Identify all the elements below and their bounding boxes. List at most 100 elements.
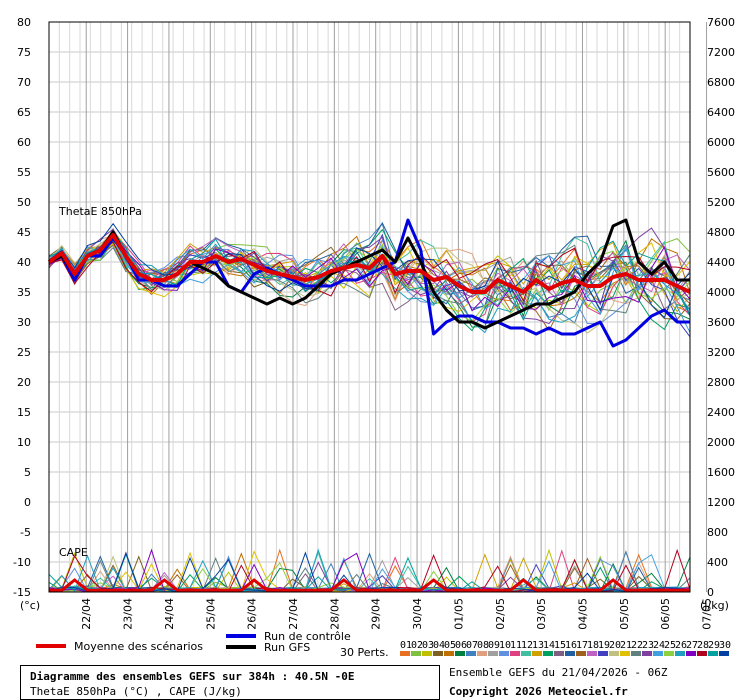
perturbation-id-label: 25 xyxy=(664,640,676,651)
x-tick-label: 26/04 xyxy=(246,598,259,630)
y-right-tick-label: 4400 xyxy=(707,256,735,269)
y-left-tick-label: -5 xyxy=(20,526,31,539)
perturbation-id-label: 05 xyxy=(444,640,456,651)
perturbation-swatch xyxy=(499,651,509,656)
axes: -15 0 -10 400 -5 800 0 1200 5 1600 10 2000 15 2400 20 2… xyxy=(13,16,735,630)
perturbation-swatch xyxy=(488,651,498,656)
y-right-tick-label: 7600 xyxy=(707,16,735,29)
y-left-tick-label: 60 xyxy=(17,136,31,149)
y-right-tick-label: 2400 xyxy=(707,406,735,419)
y-left-tick-label: 5 xyxy=(24,466,31,479)
info-subtitle: ThetaE 850hPa (°C) , CAPE (J/kg) xyxy=(30,685,242,698)
legend-gfs-label: Run GFS xyxy=(264,641,310,654)
y-right-tick-label: 400 xyxy=(707,556,728,569)
perturbation-swatch xyxy=(466,651,476,656)
perturbation-id-label: 04 xyxy=(433,640,445,651)
perturbation-swatch xyxy=(543,651,553,656)
y-right-tick-label: 6400 xyxy=(707,106,735,119)
perturbation-legend: 0102030405060708091011121314151617181920… xyxy=(400,640,731,656)
perturbation-id-label: 14 xyxy=(543,640,555,651)
y-right-tick-label: 6000 xyxy=(707,136,735,149)
perturbation-id-label: 10 xyxy=(499,640,511,651)
perturbation-swatch xyxy=(455,651,465,656)
perturbation-id-label: 08 xyxy=(477,640,489,651)
legend-control-label: Run de contrôle xyxy=(264,630,351,643)
x-tick-label: 01/05 xyxy=(452,598,465,630)
grid xyxy=(48,21,708,593)
x-tick-label: 27/04 xyxy=(287,598,300,630)
perturbation-swatch xyxy=(609,651,619,656)
x-tick-label: 23/04 xyxy=(122,598,135,630)
perturbation-id-label: 20 xyxy=(609,640,621,651)
y-right-tick-label: 3600 xyxy=(707,316,735,329)
x-tick-label: 05/05 xyxy=(618,598,631,630)
y-right-tick-label: 5600 xyxy=(707,166,735,179)
y-left-tick-label: 10 xyxy=(17,436,31,449)
perturbation-line xyxy=(48,233,691,314)
perturbation-swatch xyxy=(565,651,575,656)
perturbation-id-label: 23 xyxy=(642,640,654,651)
perturbation-swatch xyxy=(664,651,674,656)
y-left-tick-label: 65 xyxy=(17,106,31,119)
y-right-tick-label: 1200 xyxy=(707,496,735,509)
perturbation-id-label: 30 xyxy=(719,640,731,651)
x-tick-label: 25/04 xyxy=(204,598,217,630)
y-left-tick-label: 45 xyxy=(17,226,31,239)
perturbation-id-label: 27 xyxy=(686,640,698,651)
x-tick-label: 24/04 xyxy=(163,598,176,630)
y-left-tick-label: 30 xyxy=(17,316,31,329)
y-left-tick-label: 40 xyxy=(17,256,31,269)
perturbation-id-label: 06 xyxy=(455,640,467,651)
y-right-tick-label: 0 xyxy=(707,586,714,599)
perturbation-swatch xyxy=(433,651,443,656)
series-cape-line xyxy=(49,578,690,592)
y-left-tick-label: 75 xyxy=(17,46,31,59)
y-left-tick-label: 25 xyxy=(17,346,31,359)
perturbation-swatch xyxy=(477,651,487,656)
y-right-unit: (J/kg) xyxy=(700,599,729,612)
y-left-tick-label: 70 xyxy=(17,76,31,89)
info-title: Diagramme des ensembles GEFS sur 384h : … xyxy=(30,670,355,683)
perturbation-line xyxy=(48,235,691,312)
y-left-tick-label: 50 xyxy=(17,196,31,209)
perturbation-id-label: 17 xyxy=(576,640,588,651)
y-right-tick-label: 1600 xyxy=(707,466,735,479)
perturbation-id-label: 12 xyxy=(521,640,533,651)
legend-perts-label: 30 Perts. xyxy=(340,646,389,659)
perturbation-swatch xyxy=(587,651,597,656)
perturbation-swatch xyxy=(642,651,652,656)
x-tick-label: 30/04 xyxy=(411,598,424,630)
perturbation-swatch xyxy=(686,651,696,656)
info-copyright: Copyright 2026 Meteociel.fr xyxy=(449,685,628,698)
x-tick-label: 22/04 xyxy=(80,598,93,630)
perturbation-swatch xyxy=(400,651,410,656)
y-left-tick-label: 80 xyxy=(17,16,31,29)
perturbation-id-label: 09 xyxy=(488,640,500,651)
perturbation-id-label: 26 xyxy=(675,640,687,651)
theta-panel-label: ThetaE 850hPa xyxy=(58,205,142,218)
perturbation-swatch xyxy=(675,651,685,656)
perturbation-id-label: 18 xyxy=(587,640,599,651)
perturbation-swatch xyxy=(598,651,608,656)
perturbation-swatch xyxy=(620,651,630,656)
legend-mean-label: Moyenne des scénarios xyxy=(74,640,203,653)
perturbation-id-label: 24 xyxy=(653,640,665,651)
x-tick-label: 29/04 xyxy=(370,598,383,630)
y-left-tick-label: 0 xyxy=(24,496,31,509)
perturbation-swatch xyxy=(653,651,663,656)
x-tick-label: 06/05 xyxy=(659,598,672,630)
perturbation-id-label: 11 xyxy=(510,640,522,651)
perturbation-swatch xyxy=(554,651,564,656)
perturbation-swatch xyxy=(532,651,542,656)
perturbation-id-label: 15 xyxy=(554,640,566,651)
perturbation-id-label: 19 xyxy=(598,640,610,651)
perturbation-swatch xyxy=(411,651,421,656)
y-left-tick-label: -15 xyxy=(13,586,31,599)
perturbation-swatch xyxy=(631,651,641,656)
info-run: Ensemble GEFS du 21/04/2026 - 06Z xyxy=(449,666,668,679)
perturbation-swatch xyxy=(444,651,454,656)
perturbation-swatch xyxy=(521,651,531,656)
x-tick-label: 03/05 xyxy=(535,598,548,630)
cape-panel-label: CAPE xyxy=(59,546,88,559)
perturbation-id-label: 21 xyxy=(620,640,632,651)
